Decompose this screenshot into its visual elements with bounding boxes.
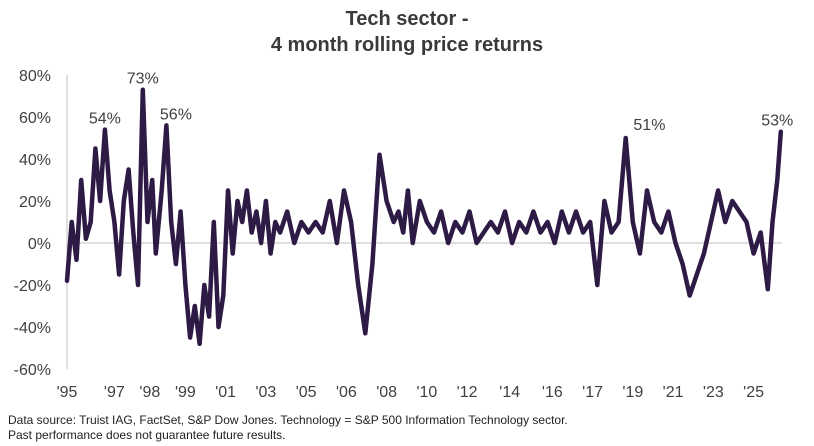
annotations: 54% 73% 56% 51% 53%	[89, 71, 793, 134]
x-tick-label: '05	[296, 384, 317, 401]
x-tick-label: '01	[215, 384, 236, 401]
x-tick-label: '21	[663, 384, 684, 401]
footnote-source: Data source: Truist IAG, FactSet, S&P Do…	[8, 413, 568, 427]
y-tick-label: -20%	[14, 278, 51, 295]
x-tick-label: '95	[57, 384, 78, 401]
x-tick-label: '14	[499, 384, 520, 401]
x-tick-label: '12	[457, 384, 478, 401]
x-tick-label: '08	[376, 384, 397, 401]
series-line	[64, 87, 784, 347]
x-tick-label: '99	[175, 384, 196, 401]
series-group	[64, 87, 784, 347]
y-tick-label: 80%	[19, 68, 51, 85]
x-tick-label: '97	[104, 384, 125, 401]
x-axis: '95 '97 '98 '99 '01 '03 '05 '06 '08 '10 '12 '14 '16 '…	[57, 242, 782, 401]
x-tick-label: '17	[582, 384, 603, 401]
y-tick-label: 40%	[19, 152, 51, 169]
annotation-label: 51%	[633, 117, 665, 134]
annotation-label: 56%	[160, 106, 192, 123]
footnote-disclaimer: Past performance does not guarantee futu…	[8, 428, 286, 442]
y-axis: 80% 60% 40% 20% 0% -20% -40% -60%	[14, 68, 68, 379]
x-tick-label: '06	[336, 384, 357, 401]
x-tick-label: '98	[139, 384, 160, 401]
chart-title-line1: Tech sector -	[345, 8, 469, 30]
annotation-label: 53%	[761, 113, 793, 130]
annotation-label: 54%	[89, 111, 121, 128]
y-tick-label: -60%	[14, 362, 51, 379]
x-tick-label: '25	[743, 384, 764, 401]
y-tick-label: 0%	[28, 236, 51, 253]
y-tick-label: -40%	[14, 320, 51, 337]
x-tick-label: '10	[416, 384, 437, 401]
y-tick-label: 60%	[19, 110, 51, 127]
annotation-label: 73%	[127, 71, 159, 88]
x-tick-label: '16	[542, 384, 563, 401]
x-tick-label: '19	[622, 384, 643, 401]
x-tick-label: '23	[703, 384, 724, 401]
x-tick-label: '03	[255, 384, 276, 401]
chart-title-line2: 4 month rolling price returns	[270, 34, 544, 56]
y-tick-label: 20%	[19, 194, 51, 211]
